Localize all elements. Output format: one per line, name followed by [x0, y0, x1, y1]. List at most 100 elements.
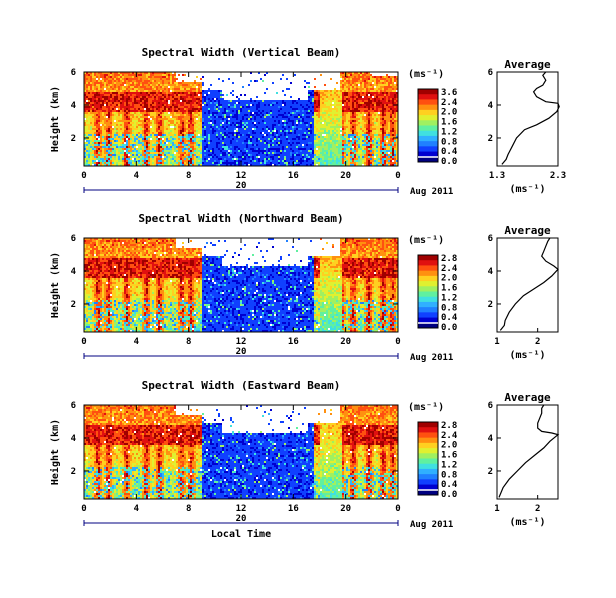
heatmap-cell: [222, 80, 224, 82]
heatmap-cell: [232, 100, 234, 102]
heatmap-cell: [94, 98, 96, 100]
heatmap-cell: [210, 128, 212, 130]
heatmap-cell: [304, 104, 306, 106]
heatmap-cell: [190, 154, 192, 156]
heatmap-cell: [250, 108, 252, 110]
heatmap-cell: [196, 136, 198, 138]
heatmap-cell: [140, 138, 142, 140]
heatmap-cell: [314, 130, 316, 132]
heatmap-cell: [160, 90, 162, 92]
heatmap-cell: [154, 154, 156, 156]
heatmap-cell: [200, 142, 202, 144]
heatmap-cell: [180, 128, 182, 130]
heatmap-cell: [88, 90, 90, 92]
heatmap-cell: [326, 136, 328, 138]
heatmap-cell: [312, 140, 314, 142]
heatmap-cell: [96, 104, 98, 106]
heatmap-cell: [150, 130, 152, 132]
heatmap-cell: [222, 110, 224, 112]
heatmap-cell: [160, 122, 162, 124]
heatmap-cell: [256, 80, 258, 82]
heatmap-cell: [106, 88, 108, 90]
heatmap-cell: [272, 154, 274, 156]
heatmap-cell: [122, 92, 124, 94]
heatmap-cell: [260, 158, 262, 160]
heatmap-cell: [150, 92, 152, 94]
heatmap-cell: [186, 82, 188, 84]
heatmap-cell: [148, 124, 150, 126]
heatmap-cell: [196, 138, 198, 140]
heatmap-cell: [292, 122, 294, 124]
heatmap-cell: [158, 86, 160, 88]
heatmap-cell: [246, 114, 248, 116]
heatmap-cell: [188, 150, 190, 152]
heatmap-cell: [172, 98, 174, 100]
heatmap-cell: [242, 124, 244, 126]
heatmap-cell: [166, 118, 168, 120]
heatmap-cell: [252, 140, 254, 142]
heatmap-cell: [294, 164, 296, 166]
heatmap-cell: [324, 136, 326, 138]
heatmap-cell: [122, 114, 124, 116]
heatmap-cell: [124, 160, 126, 162]
heatmap-cell: [136, 130, 138, 132]
heatmap-cell: [108, 110, 110, 112]
heatmap-cell: [316, 126, 318, 128]
heatmap-cell: [280, 110, 282, 112]
heatmap-cell: [138, 106, 140, 108]
heatmap-cell: [104, 136, 106, 138]
heatmap-cell: [312, 134, 314, 136]
heatmap-cell: [128, 80, 130, 82]
heatmap-cell: [170, 102, 172, 104]
heatmap-cell: [284, 120, 286, 122]
heatmap-cell: [182, 152, 184, 154]
heatmap-cell: [138, 80, 140, 82]
heatmap-cell: [280, 122, 282, 124]
heatmap-cell: [272, 132, 274, 134]
heatmap-cell: [96, 86, 98, 88]
heatmap-cell: [86, 116, 88, 118]
heatmap-cell: [150, 96, 152, 98]
heatmap-cell: [294, 106, 296, 108]
heatmap-cell: [164, 140, 166, 142]
heatmap-cell: [216, 96, 218, 98]
heatmap-cell: [184, 114, 186, 116]
heatmap-cell: [300, 120, 302, 122]
heatmap-cell: [286, 114, 288, 116]
heatmap-cell: [232, 158, 234, 160]
heatmap-cell: [124, 80, 126, 82]
heatmap-cell: [288, 158, 290, 160]
heatmap-cell: [230, 152, 232, 154]
heatmap-cell: [146, 124, 148, 126]
heatmap-cell: [230, 144, 232, 146]
heatmap-cell: [192, 106, 194, 108]
heatmap-cell: [148, 150, 150, 152]
heatmap-cell: [320, 132, 322, 134]
heatmap-cell: [146, 134, 148, 136]
heatmap-cell: [174, 108, 176, 110]
heatmap-cell: [98, 140, 100, 142]
heatmap-cell: [96, 106, 98, 108]
heatmap-cell: [258, 130, 260, 132]
heatmap-cell: [212, 152, 214, 154]
heatmap-cell: [280, 78, 282, 80]
heatmap-cell: [120, 90, 122, 92]
heatmap-cell: [328, 136, 330, 138]
heatmap-cell: [214, 156, 216, 158]
heatmap-cell: [306, 124, 308, 126]
heatmap-cell: [222, 136, 224, 138]
heatmap-cell: [298, 134, 300, 136]
heatmap-cell: [224, 146, 226, 148]
heatmap-cell: [266, 104, 268, 106]
heatmap-cell: [242, 140, 244, 142]
heatmap-cell: [224, 112, 226, 114]
heatmap-cell: [142, 88, 144, 90]
heatmap-cell: [138, 154, 140, 156]
heatmap-cell: [278, 106, 280, 108]
heatmap-cell: [162, 116, 164, 118]
heatmap-cell: [148, 106, 150, 108]
heatmap-cell: [88, 124, 90, 126]
heatmap-cell: [184, 90, 186, 92]
heatmap-cell: [166, 128, 168, 130]
